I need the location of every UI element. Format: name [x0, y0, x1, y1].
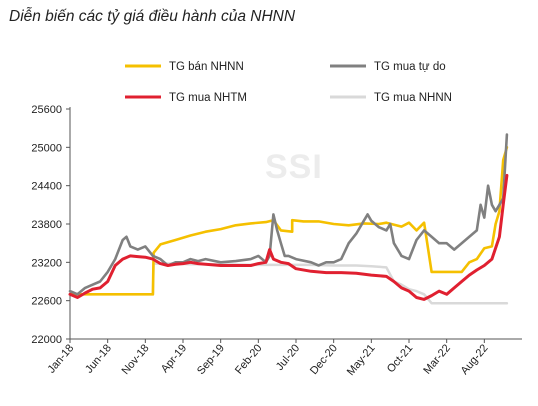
x-tick-label: Oct-21: [385, 342, 415, 375]
y-tick-label: 22600: [31, 296, 62, 308]
series-line-1: [68, 133, 509, 296]
x-tick-label: Jan-18: [45, 342, 76, 375]
x-tick-label: Sep-19: [195, 342, 227, 377]
axes: 25600 25000 24400 23800 23200 22600 22000Jan-1…: [31, 104, 522, 378]
y-tick-label: 22000: [31, 334, 62, 346]
legend: TG bán NHNN TG mua tự do TG mua NHTM TG mua…: [125, 61, 452, 104]
x-tick-label: Feb-20: [233, 342, 265, 376]
chart-title: Diễn biến các tỷ giá điều hành của NHNN: [9, 8, 296, 25]
legend-label-3: TG mua NHNN: [374, 92, 452, 104]
x-tick-label: Dec-20: [308, 342, 340, 377]
y-tick-label: 25000: [31, 142, 62, 154]
y-tick-label: 25600: [31, 104, 62, 116]
x-tick-label: Jun-18: [83, 342, 114, 375]
x-tick-label: May-21: [345, 342, 378, 378]
watermark: SSI: [265, 148, 323, 186]
x-tick-label: Apr-19: [159, 342, 189, 375]
x-tick-label: Mar-22: [421, 342, 453, 376]
legend-label-1: TG mua tự do: [374, 61, 446, 73]
series-line-0: [68, 146, 509, 296]
legend-label-0: TG bán NHNN: [169, 61, 244, 73]
x-tick-label: Jul-20: [274, 342, 302, 373]
y-tick-label: 23800: [31, 219, 62, 231]
series: [68, 133, 509, 305]
series-line-2: [68, 173, 509, 301]
series-line-3: [68, 262, 509, 305]
y-tick-label: 24400: [31, 181, 62, 193]
x-tick-label: Nov-18: [120, 342, 152, 377]
legend-label-2: TG mua NHTM: [169, 92, 247, 104]
x-tick-label: Aug-22: [459, 342, 491, 377]
y-tick-label: 23200: [31, 257, 62, 269]
